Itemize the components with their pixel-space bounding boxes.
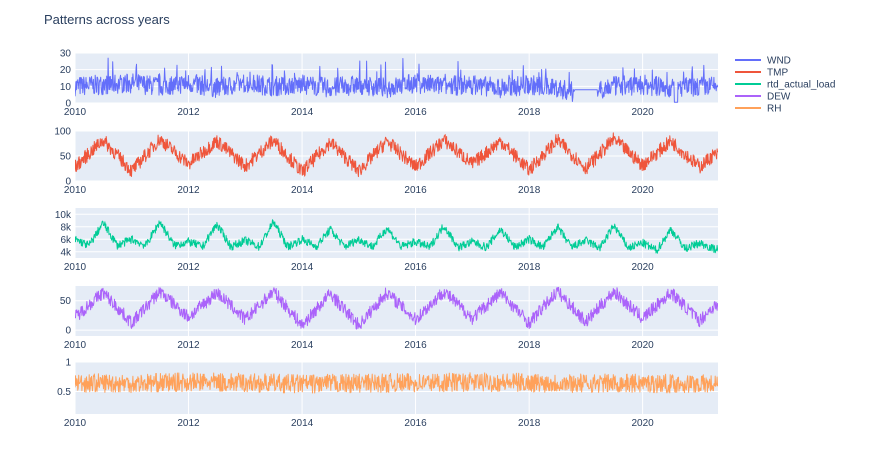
series-line-wnd [75, 57, 718, 103]
x-tick-label: 2010 [64, 340, 87, 351]
x-tick-label: 2018 [518, 185, 541, 196]
x-tick-label: 2018 [518, 107, 541, 118]
legend-label: WND [767, 56, 791, 67]
x-tick-label: 2016 [404, 340, 427, 351]
x-tick-label: 2012 [177, 107, 200, 118]
x-tick-label: 2016 [404, 107, 427, 118]
x-tick-label: 2020 [631, 107, 654, 118]
x-tick-label: 2014 [291, 418, 314, 429]
y-tick-label: 10 [60, 82, 72, 93]
x-tick-label: 2012 [177, 262, 200, 273]
x-tick-label: 2014 [291, 185, 314, 196]
x-tick-label: 2016 [404, 262, 427, 273]
y-tick-label: 50 [60, 152, 72, 163]
series-line-tmp [75, 132, 718, 178]
y-tick-label: 20 [60, 65, 72, 76]
x-tick-label: 2010 [64, 418, 87, 429]
y-tick-label: 6k [60, 235, 72, 246]
plot-area [75, 286, 718, 336]
series-line-rh [75, 372, 718, 394]
x-tick-label: 2014 [291, 107, 314, 118]
y-tick-label: 0 [65, 177, 71, 188]
x-tick-label: 2010 [64, 185, 87, 196]
x-tick-label: 2018 [518, 418, 541, 429]
y-tick-label: 0 [65, 99, 71, 110]
legend-label: TMP [767, 68, 788, 79]
legend-label: RH [767, 104, 781, 115]
series-line-rtd-actual-load [75, 219, 718, 254]
y-tick-label: 0 [65, 326, 71, 337]
x-tick-label: 2012 [177, 185, 200, 196]
legend-label: rtd_actual_load [767, 80, 835, 91]
x-tick-label: 2014 [291, 262, 314, 273]
y-tick-label: 100 [54, 127, 71, 138]
x-tick-label: 2020 [631, 418, 654, 429]
x-tick-label: 2020 [631, 262, 654, 273]
x-tick-label: 2016 [404, 418, 427, 429]
x-tick-label: 2018 [518, 262, 541, 273]
y-tick-label: 4k [60, 247, 72, 258]
y-tick-label: 8k [60, 222, 72, 233]
x-tick-label: 2012 [177, 418, 200, 429]
series-line-dew [75, 286, 718, 330]
x-tick-label: 2014 [291, 340, 314, 351]
legend-label: DEW [767, 92, 791, 103]
x-tick-label: 2010 [64, 107, 87, 118]
y-tick-label: 30 [60, 49, 72, 60]
x-tick-label: 2012 [177, 340, 200, 351]
x-tick-label: 2018 [518, 340, 541, 351]
y-tick-label: 1 [65, 358, 71, 369]
y-tick-label: 10k [55, 210, 72, 221]
x-tick-label: 2020 [631, 340, 654, 351]
plot-area [75, 208, 718, 258]
y-tick-label: 0.5 [57, 387, 71, 398]
y-tick-label: 50 [60, 296, 72, 307]
x-tick-label: 2010 [64, 262, 87, 273]
chart-title: Patterns across years [44, 12, 170, 27]
x-tick-label: 2020 [631, 185, 654, 196]
x-tick-label: 2016 [404, 185, 427, 196]
